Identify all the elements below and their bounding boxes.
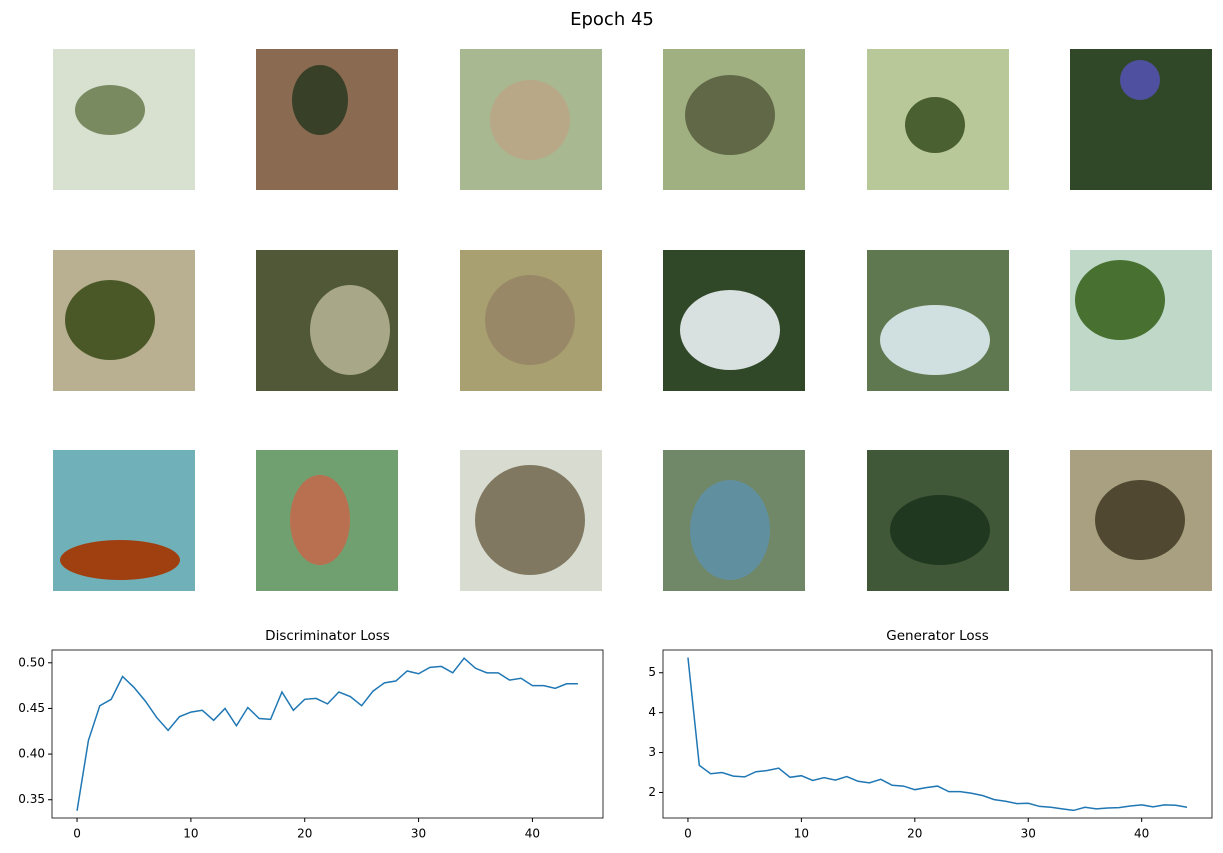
sample [53, 450, 195, 591]
sample [867, 49, 1009, 190]
chart-title: Generator Loss [886, 628, 988, 644]
x-tick-label: 10 [183, 827, 198, 841]
chart-title: Discriminator Loss [265, 628, 390, 644]
y-tick-label: 0.40 [18, 747, 45, 761]
x-tick-label: 40 [1134, 827, 1149, 841]
sample [256, 250, 398, 391]
sample [460, 450, 602, 591]
x-tick-label: 0 [684, 827, 692, 841]
line [76, 657, 578, 811]
y-tick-label: 5 [648, 665, 656, 679]
y-tick-label: 2 [648, 785, 656, 799]
plot-frame [662, 649, 1213, 819]
y-tick-label: 0.50 [18, 655, 45, 669]
sample [256, 49, 398, 190]
plot-frame [51, 649, 604, 819]
sample [53, 49, 195, 190]
y-tick-label: 3 [648, 745, 656, 759]
x-tick-label: 40 [525, 827, 540, 841]
sample [460, 49, 602, 190]
sample [1070, 49, 1212, 190]
sample [663, 250, 805, 391]
sample [1070, 450, 1212, 591]
x-tick-label: 10 [794, 827, 809, 841]
sample [663, 49, 805, 190]
x-tick-label: 30 [411, 827, 426, 841]
x-tick-label: 20 [907, 827, 922, 841]
x-tick-label: 0 [73, 827, 81, 841]
figure-title: Epoch 45 [570, 9, 654, 30]
sample [1070, 250, 1212, 391]
sample [867, 450, 1009, 591]
x-tick-label: 30 [1021, 827, 1036, 841]
sample [460, 250, 602, 391]
sample [663, 450, 805, 591]
y-tick-label: 0.35 [18, 792, 45, 806]
sample [256, 450, 398, 591]
sample [53, 250, 195, 391]
x-tick-label: 20 [297, 827, 312, 841]
sample [867, 250, 1009, 391]
sample-grid [53, 49, 1212, 591]
line [687, 657, 1188, 812]
y-tick-label: 0.45 [18, 701, 45, 715]
y-tick-label: 4 [648, 705, 656, 719]
